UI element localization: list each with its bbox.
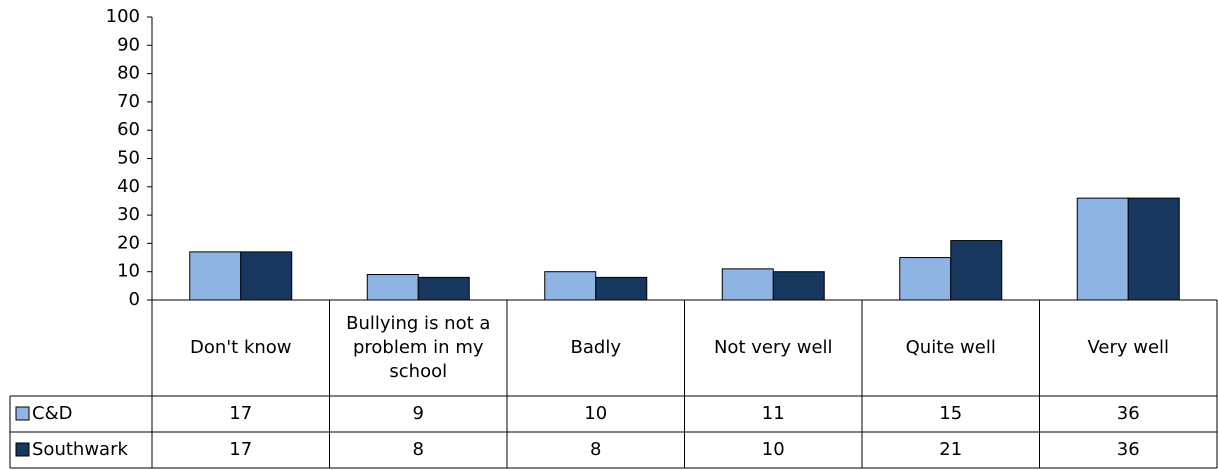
x-tick-label: Don't know [189, 337, 292, 358]
table-value: 10 [762, 439, 785, 460]
x-tick-label: Very well [1087, 337, 1170, 358]
bar [240, 251, 293, 301]
category-cell: Badly [570, 337, 621, 358]
table-value: 11 [762, 403, 785, 424]
bar [950, 240, 1003, 301]
bar [1127, 197, 1180, 301]
y-tick-label: 80 [117, 63, 140, 84]
bar [417, 276, 470, 301]
y-tick-label: 30 [117, 204, 140, 225]
table-value: 9 [413, 403, 424, 424]
category-cell: Quite well [905, 337, 996, 358]
table-value: 17 [229, 439, 252, 460]
y-tick-label: 60 [117, 119, 140, 140]
bar [366, 274, 419, 301]
table-value: 36 [1117, 403, 1140, 424]
bar [772, 271, 825, 301]
bar [721, 268, 774, 301]
y-tick-label: 40 [117, 176, 140, 197]
x-tick-label: Bullying is not a problem in my school [346, 313, 491, 382]
table-value: 36 [1117, 439, 1140, 460]
bar [595, 276, 648, 301]
y-tick-label: 70 [117, 91, 140, 112]
bar [189, 251, 242, 301]
table-value: 17 [229, 403, 252, 424]
table-value: 21 [939, 439, 962, 460]
table-value: 8 [590, 439, 601, 460]
bar [1076, 197, 1129, 301]
x-tick-label: Badly [570, 337, 621, 358]
category-cell: Don't know [189, 337, 292, 358]
x-tick-label: Not very well [713, 337, 833, 358]
table-value: 15 [939, 403, 962, 424]
legend-swatch [15, 406, 30, 421]
bar [899, 257, 952, 301]
bar [544, 271, 597, 301]
x-tick-label: Quite well [905, 337, 996, 358]
category-cell: Bullying is not a problem in my school [346, 313, 491, 382]
legend-swatch [15, 442, 30, 457]
legend-label: C&D [32, 403, 72, 424]
y-tick-label: 20 [117, 232, 140, 253]
category-cell: Very well [1087, 337, 1170, 358]
y-tick-label: 0 [129, 289, 140, 310]
table-value: 10 [584, 403, 607, 424]
y-tick-label: 90 [117, 34, 140, 55]
y-tick-label: 10 [117, 261, 140, 282]
legend-label: Southwark [32, 439, 128, 460]
y-tick-label: 100 [106, 6, 140, 27]
table-value: 8 [413, 439, 424, 460]
category-cell: Not very well [713, 337, 833, 358]
y-tick-label: 50 [117, 148, 140, 169]
